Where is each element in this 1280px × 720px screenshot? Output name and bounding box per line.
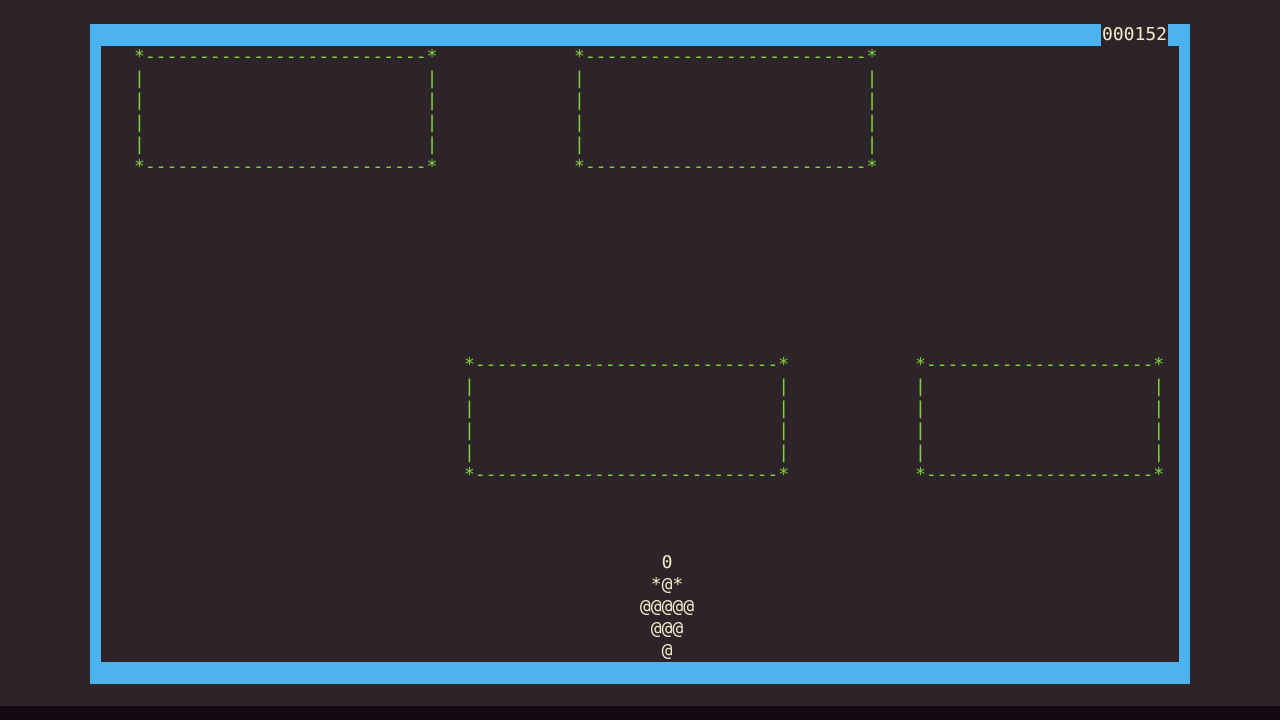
barrier-4: *---------------------* | | | | | | | | …	[915, 354, 1165, 485]
player-ship: 0 *@* @@@@@ @@@ @	[639, 552, 695, 661]
score-counter: 000152	[1101, 24, 1169, 46]
barrier-3: *----------------------------* | | | | |…	[464, 354, 790, 485]
barrier-2: *--------------------------* | | | | | |…	[574, 46, 878, 177]
bottom-strip	[0, 706, 1280, 720]
game-field	[101, 46, 1179, 662]
barrier-1: *--------------------------* | | | | | |…	[134, 46, 438, 177]
game-border	[90, 24, 1190, 684]
